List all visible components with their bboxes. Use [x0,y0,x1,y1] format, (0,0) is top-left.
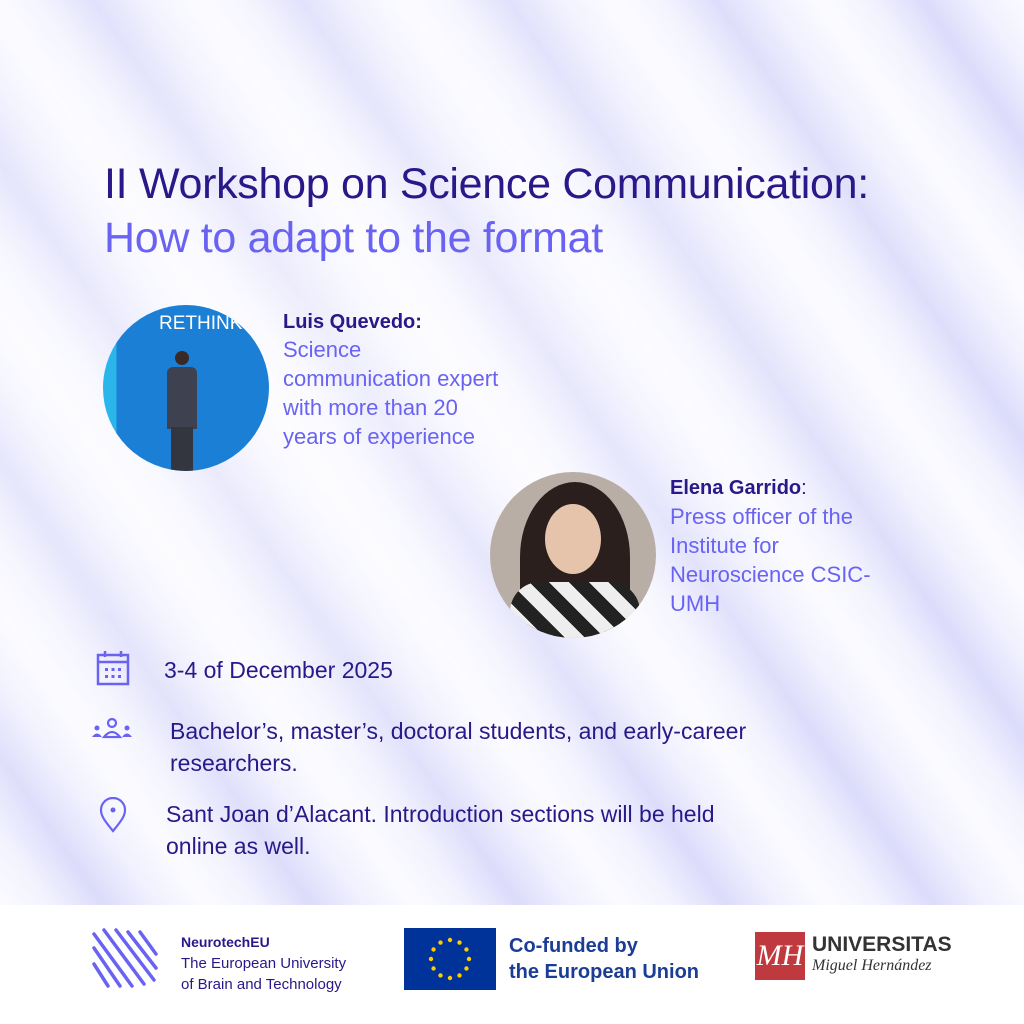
neurotecheu-line: of Brain and Technology [181,976,342,993]
calendar-icon [96,651,130,686]
eu-star [428,956,434,962]
eu-star [464,966,469,971]
name-suffix: : [801,477,807,499]
background-pattern [0,0,1024,905]
audience-line: Bachelor’s, master’s, doctoral students,… [170,718,747,744]
neurotecheu-text: NeurotechEU The European University of B… [181,932,346,995]
umh-logo-icon: MH [755,932,805,980]
speaker-photo-luis-quevedo: RETHINK [103,305,269,471]
audience-line: researchers. [170,750,298,776]
title-line1: II Workshop on Science Communication: [104,160,869,208]
neurotecheu-line: The European University [181,955,347,972]
eu-cofunded-text: Co-funded by the European Union [509,933,699,985]
desc-line: Science [283,337,362,362]
eu-star [457,973,462,978]
eu-star [438,973,443,978]
eu-flag-icon [404,928,496,990]
eu-star [447,937,453,943]
desc-line: Press officer of the [670,504,854,529]
location: Sant Joan d’Alacant. Introduction sectio… [166,798,715,862]
location-line: Sant Joan d’Alacant. Introduction sectio… [166,801,715,827]
eu-star [431,947,436,952]
umh-text: UNIVERSITAS Miguel Hernández [812,933,952,975]
title-line2: How to adapt to the format [104,214,603,262]
location-line: online as well. [166,833,311,859]
speaker-name: Elena Garrido: [670,477,807,500]
name-text: Elena Garrido [670,477,802,499]
neurotecheu-logo [92,928,158,988]
people-group-icon [92,718,132,739]
umh-line: Miguel Hernández [812,957,932,974]
speaker-photo-elena-garrido [490,472,656,638]
eu-star [447,975,453,981]
desc-line: UMH [670,591,721,616]
eu-star [464,947,469,952]
eu-star [431,966,436,971]
eu-line: Co-funded by [509,935,638,957]
neurotecheu-name: NeurotechEU [181,934,270,950]
speaker-name: Luis Quevedo: [283,311,422,333]
eu-star [438,940,443,945]
speaker-description: Press officer of the Institute for Neuro… [670,502,871,618]
desc-line: communication expert [283,366,499,391]
desc-line: with more than 20 [283,395,458,420]
umh-line: UNIVERSITAS [812,933,952,956]
event-date: 3-4 of December 2025 [164,657,393,683]
map-pin-icon [99,797,127,833]
desc-line: Neuroscience CSIC- [670,562,871,587]
desc-line: years of experience [283,424,475,449]
eu-star [457,940,462,945]
eu-line: the European Union [509,961,699,983]
audience: Bachelor’s, master’s, doctoral students,… [170,715,746,779]
desc-line: Institute for [670,533,779,558]
speaker-description: Science communication expert with more t… [283,335,498,451]
photo-sign-text: RETHINK [159,313,243,334]
eu-star [466,956,472,962]
